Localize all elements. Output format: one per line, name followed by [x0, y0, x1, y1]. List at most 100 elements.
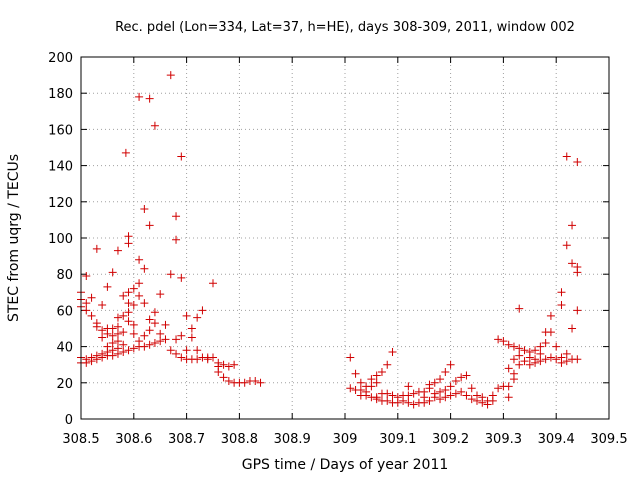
data-point [430, 378, 439, 387]
y-tick-label: 80 [56, 268, 73, 283]
data-point [108, 324, 117, 333]
data-point [557, 288, 566, 297]
data-point [87, 353, 96, 362]
data-point [87, 311, 96, 320]
data-point [161, 335, 170, 344]
data-point [552, 342, 561, 351]
data-point [499, 337, 508, 346]
data-point [172, 335, 181, 344]
data-point [441, 386, 450, 395]
y-tick-label: 140 [48, 160, 73, 175]
data-point [224, 362, 233, 371]
data-point [383, 396, 392, 405]
y-tick-label: 20 [56, 377, 73, 392]
data-point [82, 299, 91, 308]
data-point [504, 382, 513, 391]
data-point [404, 391, 413, 400]
data-point [140, 205, 149, 214]
data-point [193, 355, 202, 364]
data-point [552, 355, 561, 364]
data-point [536, 342, 545, 351]
data-point [436, 395, 445, 404]
data-point [436, 375, 445, 384]
data-point [256, 378, 265, 387]
data-point [536, 357, 545, 366]
x-tick-label: 308.5 [62, 432, 99, 447]
data-point [351, 369, 360, 378]
data-point [119, 348, 128, 357]
chart-title: Rec. pdel (Lon=334, Lat=37, h=HE), days … [115, 20, 575, 35]
data-point [383, 389, 392, 398]
data-point [108, 331, 117, 340]
y-tick-label: 180 [48, 87, 73, 102]
data-point [509, 375, 518, 384]
data-point [140, 264, 149, 273]
data-point [346, 384, 355, 393]
data-point [182, 346, 191, 355]
data-point [140, 342, 149, 351]
data-point [457, 387, 466, 396]
y-tick-label: 200 [48, 51, 73, 66]
data-point [172, 212, 181, 221]
data-point [568, 221, 577, 230]
data-point [82, 306, 91, 315]
x-tick-label: 308.7 [168, 432, 205, 447]
data-point [135, 255, 144, 264]
data-point [187, 324, 196, 333]
x-tick-label: 309.5 [590, 432, 627, 447]
data-point [113, 329, 122, 338]
data-point [462, 391, 471, 400]
data-point [209, 279, 217, 288]
data-point [356, 378, 365, 387]
data-point [557, 300, 566, 309]
data-point [425, 380, 434, 389]
data-point [573, 355, 582, 364]
data-point [409, 389, 418, 398]
x-tick-label: 309.2 [432, 432, 469, 447]
x-tick-label: 309.4 [538, 432, 575, 447]
data-point [457, 373, 466, 382]
data-point [187, 333, 196, 342]
data-point [82, 272, 91, 281]
data-point [113, 322, 122, 331]
data-point [409, 400, 418, 409]
data-point [82, 355, 91, 364]
data-point [388, 391, 397, 400]
data-point [177, 353, 186, 362]
data-point [562, 152, 571, 161]
data-point [113, 246, 122, 255]
data-point [145, 315, 154, 324]
data-point [103, 282, 112, 291]
data-point [124, 346, 133, 355]
data-point [377, 367, 386, 376]
data-point [214, 367, 223, 376]
y-tick-labels: 0 20 40 60 80 100 120 140 160 180 200 [48, 51, 73, 428]
data-point [124, 317, 133, 326]
data-point [224, 376, 233, 385]
data-point [251, 376, 260, 385]
data-point [230, 360, 239, 369]
data-point [536, 349, 545, 358]
data-point [198, 306, 207, 315]
data-point [372, 393, 381, 402]
y-tick-label: 120 [48, 196, 73, 211]
data-point [98, 333, 107, 342]
data-point [531, 355, 540, 364]
data-point [446, 391, 455, 400]
data-point [145, 326, 154, 335]
data-point [135, 337, 144, 346]
data-point [515, 304, 524, 313]
data-point [193, 313, 202, 322]
data-point [383, 360, 392, 369]
data-point [441, 367, 450, 376]
data-point [509, 355, 518, 364]
data-point [520, 346, 529, 355]
data-point [451, 376, 460, 385]
data-point [119, 340, 128, 349]
data-point [509, 342, 518, 351]
data-point [562, 241, 571, 250]
grid-layer [81, 57, 609, 419]
data-point [367, 375, 376, 384]
data-point [346, 353, 355, 362]
data-point [113, 344, 122, 353]
